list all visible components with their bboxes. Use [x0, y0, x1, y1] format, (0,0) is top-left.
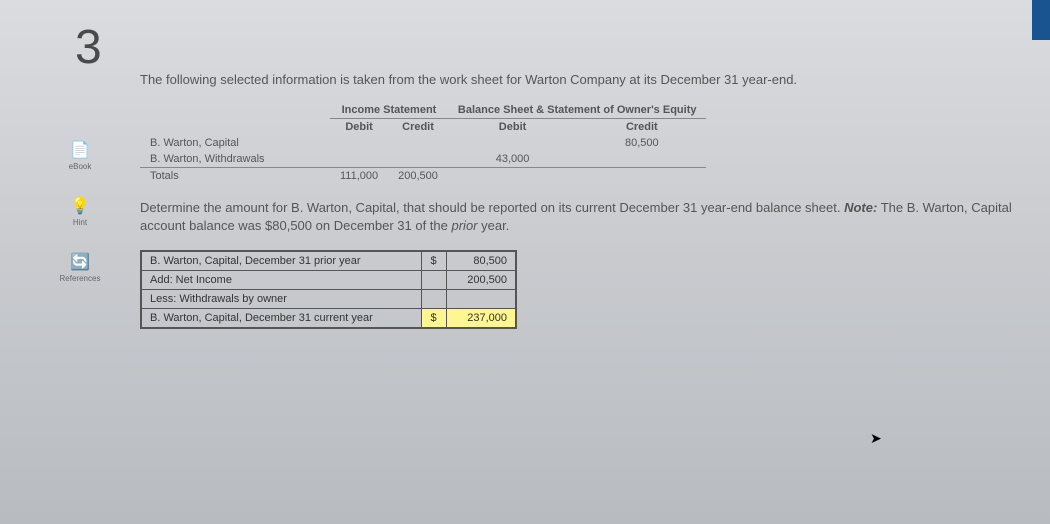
answer-value[interactable]: 80,500 — [446, 251, 516, 271]
answer-value[interactable]: 200,500 — [446, 271, 516, 290]
worksheet-balance-header: Balance Sheet & Statement of Owner's Equ… — [448, 102, 707, 119]
answer-currency — [421, 271, 446, 290]
worksheet-cell: 80,500 — [577, 135, 706, 151]
answer-currency: $ — [421, 251, 446, 271]
problem-text: The following selected information is ta… — [140, 72, 1020, 87]
worksheet-cell — [330, 151, 388, 168]
instruction-text: Determine the amount for B. Warton, Capi… — [140, 199, 1020, 235]
instruction-p1: Determine the amount for B. Warton, Capi… — [140, 200, 844, 215]
instruction-prior-em: prior — [452, 218, 478, 233]
worksheet-account: B. Warton, Capital — [140, 135, 330, 151]
worksheet-totals-cell — [448, 168, 577, 185]
worksheet-cell: 43,000 — [448, 151, 577, 168]
answer-row[interactable]: B. Warton, Capital, December 31 prior ye… — [141, 251, 516, 271]
worksheet-table: Income Statement Balance Sheet & Stateme… — [140, 102, 706, 184]
worksheet-income-header: Income Statement — [330, 102, 448, 119]
answer-currency: $ — [421, 309, 446, 329]
answer-value[interactable]: 237,000 — [446, 309, 516, 329]
sidebar-item-references[interactable]: 🔄 References — [60, 252, 101, 283]
worksheet-totals-label: Totals — [140, 168, 330, 185]
worksheet-cell — [330, 135, 388, 151]
references-icon: 🔄 — [70, 252, 90, 272]
worksheet-row: B. Warton, Withdrawals 43,000 — [140, 151, 706, 168]
worksheet-cell — [388, 135, 448, 151]
worksheet-cell — [577, 151, 706, 168]
answer-label[interactable]: Add: Net Income — [141, 271, 421, 290]
worksheet-totals-cell — [577, 168, 706, 185]
worksheet-bs-credit-header: Credit — [577, 119, 706, 136]
question-number: 3 — [75, 20, 102, 75]
sidebar-item-hint[interactable]: 💡 Hint — [70, 196, 90, 227]
content-area: The following selected information is ta… — [140, 72, 1020, 329]
worksheet-bs-debit-header: Debit — [448, 119, 577, 136]
cursor-icon: ➤ — [870, 430, 882, 447]
answer-row[interactable]: Less: Withdrawals by owner — [141, 290, 516, 309]
worksheet-blank-header — [140, 102, 330, 119]
worksheet-blank-subheader — [140, 119, 330, 136]
corner-tab — [1032, 0, 1050, 40]
sidebar: 📄 eBook 💡 Hint 🔄 References — [55, 140, 105, 283]
answer-value[interactable] — [446, 290, 516, 309]
sidebar-label-ebook: eBook — [69, 162, 92, 171]
worksheet-is-debit-header: Debit — [330, 119, 388, 136]
sidebar-label-references: References — [60, 274, 101, 283]
worksheet-totals-row: Totals 111,000 200,500 — [140, 168, 706, 185]
answer-currency — [421, 290, 446, 309]
sidebar-label-hint: Hint — [73, 218, 87, 227]
sidebar-item-ebook[interactable]: 📄 eBook — [69, 140, 92, 171]
answer-table: B. Warton, Capital, December 31 prior ye… — [140, 250, 517, 329]
worksheet-cell — [448, 135, 577, 151]
worksheet-row: B. Warton, Capital 80,500 — [140, 135, 706, 151]
worksheet-totals-cell: 200,500 — [388, 168, 448, 185]
worksheet-cell — [388, 151, 448, 168]
answer-label[interactable]: B. Warton, Capital, December 31 prior ye… — [141, 251, 421, 271]
instruction-note-label: Note: — [844, 200, 877, 215]
worksheet-account: B. Warton, Withdrawals — [140, 151, 330, 168]
instruction-p3: year. — [481, 218, 509, 233]
answer-label[interactable]: B. Warton, Capital, December 31 current … — [141, 309, 421, 329]
worksheet-totals-cell: 111,000 — [330, 168, 388, 185]
hint-icon: 💡 — [70, 196, 90, 216]
worksheet-is-credit-header: Credit — [388, 119, 448, 136]
answer-row[interactable]: Add: Net Income 200,500 — [141, 271, 516, 290]
book-icon: 📄 — [70, 140, 90, 160]
answer-label[interactable]: Less: Withdrawals by owner — [141, 290, 421, 309]
answer-row[interactable]: B. Warton, Capital, December 31 current … — [141, 309, 516, 329]
